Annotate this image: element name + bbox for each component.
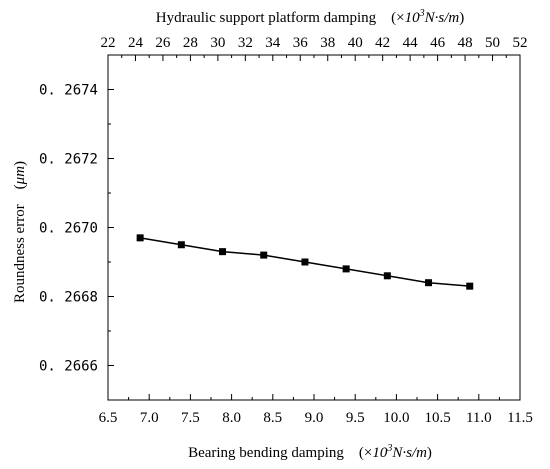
x-tick-label: 11.0	[466, 410, 492, 426]
x-top-tick-label: 46	[430, 35, 446, 51]
x-top-tick-label: 42	[375, 35, 390, 51]
data-point-marker	[342, 265, 350, 273]
x-axis-title-bottom: Bearing bending damping (×103N·s/m)	[188, 443, 432, 461]
x-tick-label: 8.5	[263, 410, 282, 426]
data-point-marker	[383, 272, 391, 280]
x-top-tick-label: 24	[128, 35, 144, 51]
x-tick-label: 9.0	[305, 410, 324, 426]
data-point-marker	[260, 251, 268, 259]
x-tick-label: 11.5	[507, 410, 533, 426]
x-top-tick-label: 26	[155, 35, 171, 51]
y-tick-label: 0. 2674	[39, 83, 98, 99]
data-point-marker	[425, 279, 433, 287]
y-tick-label: 0. 2672	[39, 152, 98, 168]
series-layer	[136, 234, 474, 290]
data-point-marker	[219, 248, 227, 256]
x-tick-label: 10.5	[424, 410, 450, 426]
x-top-tick-label: 34	[265, 35, 281, 51]
plot-frame	[107, 54, 521, 401]
y-tick-label: 0. 2670	[39, 221, 98, 237]
axes-layer	[107, 54, 521, 401]
data-point-marker	[136, 234, 144, 242]
x-top-tick-label: 52	[513, 35, 528, 51]
x-top-tick-label: 50	[485, 35, 500, 51]
y-axis-title: Roundness error (μm)	[12, 161, 28, 303]
x-top-tick-label: 48	[458, 35, 473, 51]
x-tick-label: 7.5	[181, 410, 200, 426]
x-tick-label: 7.0	[140, 410, 159, 426]
x-top-tick-label: 36	[293, 35, 309, 51]
data-point-marker	[177, 241, 185, 249]
data-point-marker	[301, 258, 309, 266]
x-top-tick-label: 30	[210, 35, 225, 51]
x-tick-label: 8.0	[222, 410, 241, 426]
x-tick-label: 9.5	[346, 410, 365, 426]
x-top-tick-label: 44	[403, 35, 419, 51]
x-top-tick-label: 38	[320, 35, 335, 51]
x-axis-title-top: Hydraulic support platform damping (×103…	[156, 8, 464, 26]
x-top-tick-label: 32	[238, 35, 253, 51]
y-tick-label: 0. 2666	[39, 359, 98, 375]
data-point-marker	[466, 282, 474, 290]
x-top-tick-label: 40	[348, 35, 363, 51]
y-tick-label: 0. 2668	[39, 290, 98, 306]
x-top-tick-label: 28	[183, 35, 198, 51]
x-top-tick-label: 22	[101, 35, 116, 51]
ticks-layer: 6.5 7.0 7.5 8.0 8.5 9.0 9.5 10.0 10.5 11.0 11.5 22 2…	[39, 35, 533, 426]
x-tick-label: 6.5	[99, 410, 118, 426]
x-tick-label: 10.0	[383, 410, 409, 426]
